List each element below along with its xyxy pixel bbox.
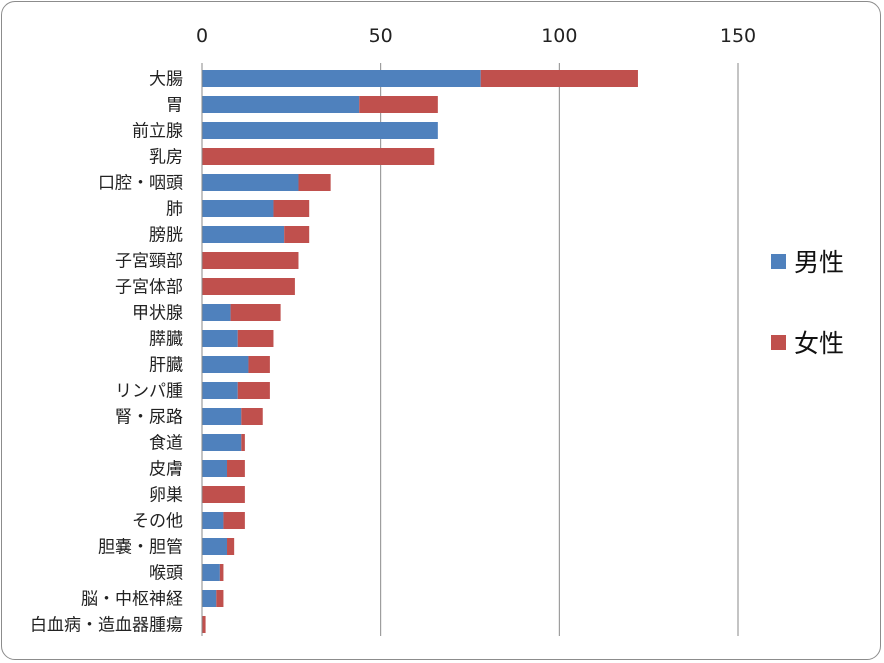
category-label: 卵巣 <box>149 486 183 506</box>
category-label: 乳房 <box>149 148 183 168</box>
category-label: 前立腺 <box>132 122 183 142</box>
bar-segment-male <box>202 590 217 607</box>
x-tick-label: 0 <box>196 25 208 47</box>
x-tick-label: 100 <box>541 25 577 47</box>
bar-segment-female <box>284 226 310 243</box>
bar-segment-female <box>202 252 299 269</box>
bar-segment-female <box>273 200 310 217</box>
bar-segment-male <box>202 174 299 191</box>
bar-segment-female <box>241 434 245 451</box>
bar-segment-male <box>202 538 228 555</box>
category-label: 膀胱 <box>149 226 183 246</box>
bar-segment-female <box>202 486 245 503</box>
category-label: リンパ腫 <box>115 382 183 402</box>
bars <box>202 70 638 633</box>
category-label: 胃 <box>166 96 183 116</box>
category-label: 子宮体部 <box>115 278 183 298</box>
category-label: 大腸 <box>149 70 183 90</box>
category-label: 皮膚 <box>149 460 183 480</box>
bar-segment-female <box>230 304 281 321</box>
category-label: 喉頭 <box>149 564 183 584</box>
bar-segment-female <box>359 96 438 113</box>
bar-segment-male <box>202 564 220 581</box>
bar-segment-male <box>202 356 249 373</box>
bar-segment-female <box>480 70 638 87</box>
legend-label-female: 女性 <box>794 329 844 358</box>
labels: 0 50 100 150 大腸胃前立腺乳房口腔・咽頭肺膀胱子宮頸部子宮体部甲状腺膵臓肝臓… <box>30 25 756 636</box>
category-label: 胆嚢・胆管 <box>98 538 183 558</box>
bar-segment-female <box>298 174 331 191</box>
bar-segment-male <box>202 200 274 217</box>
category-label: 口腔・咽頭 <box>98 174 183 194</box>
bar-segment-male <box>202 70 481 87</box>
bar-segment-male <box>202 330 238 347</box>
bar-segment-female <box>202 278 295 295</box>
bar-segment-male <box>202 512 224 529</box>
bar-segment-female <box>227 538 235 555</box>
bar-segment-female <box>223 512 245 529</box>
bar-segment-male <box>202 460 228 477</box>
legend-label-male: 男性 <box>794 248 844 277</box>
bar-segment-male <box>202 122 438 139</box>
bar-segment-male <box>202 382 238 399</box>
category-label: 甲状腺 <box>132 304 183 324</box>
category-label: 膵臓 <box>149 330 183 350</box>
bar-segment-female <box>248 356 270 373</box>
category-label: 食道 <box>149 434 183 454</box>
category-label: 肝臓 <box>149 356 183 376</box>
category-label: 白血病・造血器腫瘍 <box>30 616 183 636</box>
bar-segment-female <box>227 460 245 477</box>
bar-segment-female <box>202 616 206 633</box>
x-tick-label: 50 <box>369 25 393 47</box>
bar-segment-male <box>202 408 242 425</box>
bar-segment-male <box>202 304 231 321</box>
bar-segment-male <box>202 96 360 113</box>
category-label: 肺 <box>166 200 183 220</box>
legend-swatch-male <box>771 254 786 269</box>
x-tick-label: 150 <box>720 25 756 47</box>
legend-swatch-female <box>771 335 786 350</box>
bar-segment-female <box>241 408 263 425</box>
bar-segment-female <box>237 330 274 347</box>
bar-segment-female <box>237 382 270 399</box>
bar-segment-male <box>202 434 242 451</box>
category-label: 脳・中枢神経 <box>81 590 183 610</box>
bar-segment-female <box>219 564 224 581</box>
category-label: 腎・尿路 <box>115 408 183 428</box>
bar-segment-male <box>202 226 285 243</box>
bar-segment-female <box>216 590 224 607</box>
bar-segment-female <box>202 148 435 165</box>
category-label: 子宮頸部 <box>115 252 183 272</box>
category-label: その他 <box>132 512 183 532</box>
